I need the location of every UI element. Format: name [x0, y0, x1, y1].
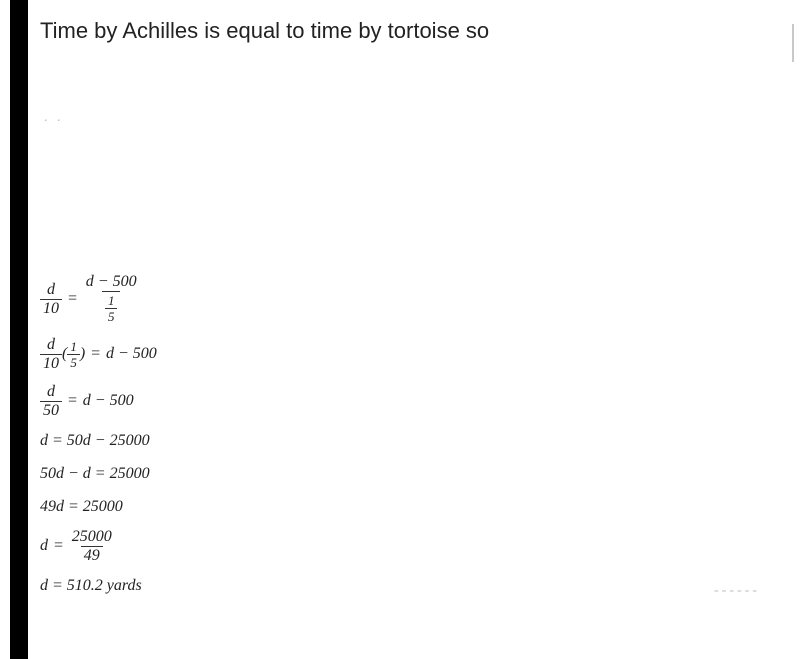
eq2-rhs: d − 500	[106, 344, 157, 365]
equation-1: d 10 = d − 500 1 5	[40, 274, 785, 325]
eq3-lhs-num: d	[44, 384, 58, 401]
eq1-lhs-den: 10	[40, 299, 62, 317]
equation-8: d = 510.2 yards	[40, 576, 785, 597]
eq2-b-den: 5	[67, 354, 80, 369]
equation-5: 50d − d = 25000	[40, 464, 785, 485]
right-gray-tick	[792, 24, 794, 62]
eq7-rhs-num: 25000	[69, 529, 115, 546]
eq3-rhs: d − 500	[83, 391, 134, 412]
equation-4: d = 50d − 25000	[40, 431, 785, 452]
equals-sign: =	[48, 536, 69, 557]
eq2-a-num: d	[44, 337, 58, 354]
equation-2: d 10 ( 1 5 ) = d − 500	[40, 337, 785, 372]
intro-text: Time by Achilles is equal to time by tor…	[40, 18, 785, 44]
equation-3: d 50 = d − 500	[40, 384, 785, 419]
eq2-b-num: 1	[67, 340, 80, 354]
page-content: Time by Achilles is equal to time by tor…	[40, 18, 785, 659]
eq1-rhs-den: 1 5	[102, 291, 121, 325]
equals-sign: =	[62, 391, 83, 412]
equation-6: 49d = 25000	[40, 497, 785, 518]
eq2-a-den: 10	[40, 354, 62, 372]
eq3-lhs-den: 50	[40, 401, 62, 419]
left-black-bar	[10, 0, 28, 659]
eq1-rhs-num: d − 500	[83, 274, 140, 291]
equation-block: d 10 = d − 500 1 5 d 10 (	[40, 274, 785, 597]
eq1-rhs-den-den: 5	[105, 308, 118, 323]
eq7-rhs-den: 49	[81, 546, 103, 564]
eq1-rhs-den-num: 1	[105, 294, 118, 308]
equals-sign: =	[62, 289, 83, 310]
equals-sign: =	[85, 344, 106, 365]
equation-7: d = 25000 49	[40, 529, 785, 564]
eq1-lhs-num: d	[44, 282, 58, 299]
eq7-lhs: d	[40, 536, 48, 557]
